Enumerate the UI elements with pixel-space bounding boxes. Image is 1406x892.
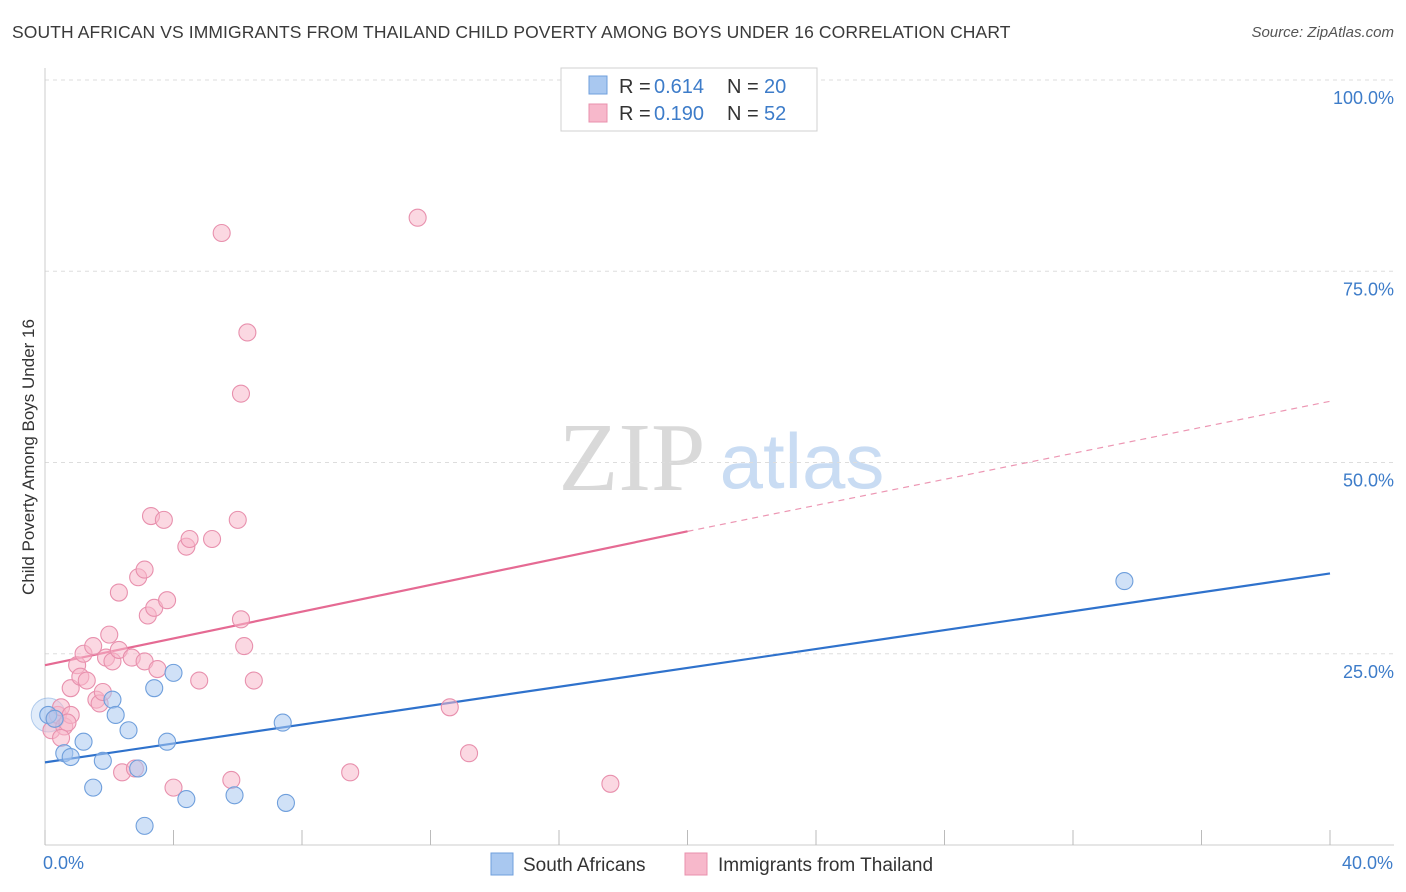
data-point-blue (119, 721, 138, 740)
legend-n-label-2: N = (727, 103, 759, 125)
data-point-pink (148, 659, 167, 679)
legend-bottom-label-thailand: Immigrants from Thailand (718, 855, 933, 876)
data-point-blue (158, 732, 177, 751)
watermark-zip: ZIP (559, 404, 706, 512)
legend-bottom-swatch-pink (684, 852, 708, 876)
legend-r-value-2: 0.190 (654, 103, 704, 125)
data-point-blue (106, 705, 125, 725)
data-point-pink (135, 560, 154, 579)
data-point-pink (231, 610, 251, 629)
data-point-pink (212, 223, 231, 243)
data-point-pink (164, 778, 183, 797)
data-point-pink (190, 671, 209, 690)
data-point-pink (109, 583, 128, 602)
legend-bottom: South Africans Immigrants from Thailand (490, 852, 933, 876)
data-point-pink (84, 637, 103, 656)
y-tick-label: 25.0% (1343, 662, 1394, 682)
data-point-pink (238, 323, 257, 342)
legend-swatch-pink (588, 103, 608, 123)
data-point-pink (244, 671, 263, 690)
data-point-blue (129, 759, 148, 778)
data-point-blue (276, 793, 295, 812)
data-point-pink (154, 510, 173, 529)
data-point-pink (158, 591, 177, 610)
data-point-blue (61, 747, 80, 767)
data-point-pink (440, 698, 459, 717)
trend-line-pink (44, 530, 688, 667)
data-point-blue (225, 786, 244, 805)
legend-top: R = 0.614 N = 20 R = 0.190 N = 52 (560, 67, 818, 132)
x-tick-label: 40.0% (1342, 853, 1393, 873)
grid (45, 79, 1394, 655)
data-point-pink (228, 510, 247, 529)
data-point-blue (93, 751, 112, 770)
y-tick-label: 75.0% (1343, 279, 1394, 299)
legend-n-label-1: N = (727, 76, 759, 98)
tick-labels: 25.0% 50.0% 75.0% 100.0% 0.0% 40.0% (43, 88, 1394, 873)
data-point-pink (601, 774, 620, 793)
chart-title: SOUTH AFRICAN VS IMMIGRANTS FROM THAILAN… (12, 22, 1011, 42)
legend-r-value-1: 0.614 (654, 76, 704, 98)
legend-swatch-blue (588, 75, 608, 95)
data-point-blue (145, 679, 164, 698)
data-point-blue (177, 790, 196, 809)
y-tick-label: 50.0% (1343, 471, 1394, 491)
legend-n-value-1: 20 (764, 76, 786, 98)
watermark: ZIP atlas (559, 404, 885, 512)
data-point-pink (180, 529, 199, 549)
data-point-blue (135, 816, 154, 835)
source-credit: Source: ZipAtlas.com (1251, 24, 1394, 41)
data-point-pink (77, 671, 96, 690)
data-point-blue (1115, 572, 1134, 591)
trend-line-blue (44, 572, 1331, 764)
data-point-pink (341, 763, 360, 782)
data-point-pink (459, 744, 479, 763)
trend-lines (44, 400, 1331, 764)
y-axis-title: Child Poverty Among Boys Under 16 (19, 319, 38, 595)
data-point-pink (222, 770, 241, 790)
legend-bottom-swatch-blue (490, 852, 514, 876)
legend-bottom-label-south-africans: South Africans (523, 855, 646, 876)
data-point-blue (45, 709, 64, 728)
data-points (30, 208, 1134, 835)
data-point-blue (84, 778, 103, 797)
legend-r-label-2: R = (619, 103, 651, 125)
legend-n-value-2: 52 (764, 103, 786, 125)
data-point-pink (203, 529, 222, 549)
data-point-pink (100, 625, 119, 644)
data-point-blue (74, 732, 93, 751)
data-point-pink (235, 637, 254, 656)
data-point-pink (52, 728, 71, 747)
legend-r-label-1: R = (619, 76, 651, 98)
watermark-atlas: atlas (720, 417, 885, 505)
data-point-pink (408, 208, 427, 227)
x-tick-label: 0.0% (43, 853, 84, 873)
y-tick-label: 100.0% (1333, 88, 1394, 108)
data-point-blue (103, 690, 122, 709)
data-point-blue (164, 663, 183, 682)
data-point-blue (273, 713, 292, 732)
data-point-pink (231, 384, 251, 403)
